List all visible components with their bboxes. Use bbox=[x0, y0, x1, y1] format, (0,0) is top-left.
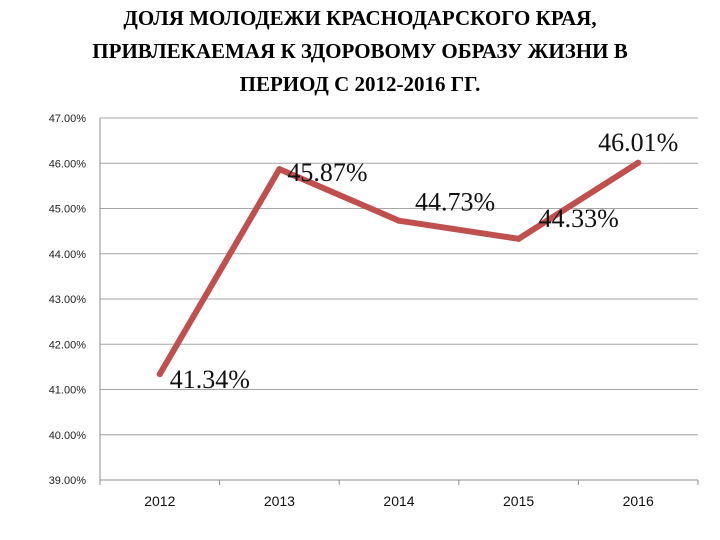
y-tick-label: 42.00% bbox=[49, 339, 87, 351]
y-tick-label: 41.00% bbox=[49, 385, 87, 397]
chart-title: ДОЛЯ МОЛОДЕЖИ КРАСНОДАРСКОГО КРАЯ, ПРИВЛ… bbox=[0, 2, 720, 101]
data-point bbox=[276, 166, 283, 173]
data-label: 44.33% bbox=[539, 204, 619, 233]
chart-title-line-2: ПРИВЛЕКАЕМАЯ К ЗДОРОВОМУ ОБРАЗУ ЖИЗНИ В bbox=[92, 39, 628, 63]
chart-title-line-1: ДОЛЯ МОЛОДЕЖИ КРАСНОДАРСКОГО КРАЯ, bbox=[123, 6, 597, 30]
data-label: 44.73% bbox=[415, 188, 495, 217]
x-tick-label: 2016 bbox=[623, 493, 654, 509]
data-label: 46.01% bbox=[598, 128, 678, 157]
data-point bbox=[156, 371, 163, 378]
data-point bbox=[396, 217, 402, 224]
data-point bbox=[635, 159, 642, 166]
series-line bbox=[156, 159, 642, 378]
y-tick-label: 43.00% bbox=[49, 294, 87, 306]
y-tick-label: 39.00% bbox=[49, 475, 87, 487]
x-tick-label: 2012 bbox=[144, 493, 175, 509]
data-label: 45.87% bbox=[287, 158, 367, 187]
data-label: 41.34% bbox=[170, 365, 250, 394]
x-tick-label: 2014 bbox=[383, 493, 414, 509]
y-tick-label: 40.00% bbox=[49, 430, 87, 442]
y-tick-label: 46.00% bbox=[49, 158, 87, 170]
y-tick-label: 44.00% bbox=[49, 249, 87, 261]
y-tick-label: 45.00% bbox=[49, 204, 87, 216]
x-tick-label: 2013 bbox=[264, 493, 295, 509]
y-tick-label: 47.00% bbox=[49, 113, 87, 125]
data-point bbox=[515, 235, 522, 242]
chart-title-line-3: ПЕРИОД С 2012-2016 ГГ. bbox=[239, 72, 481, 96]
x-tick-label: 2015 bbox=[503, 493, 534, 509]
